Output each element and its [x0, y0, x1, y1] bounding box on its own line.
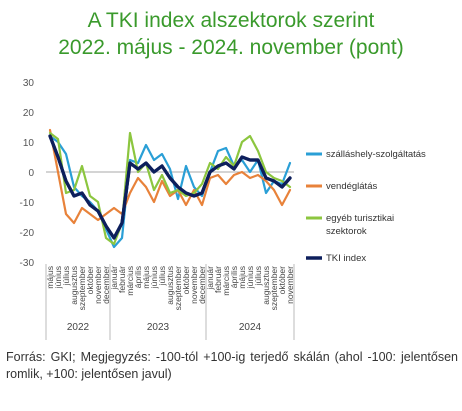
x-tick-label: november	[285, 266, 295, 304]
x-tick-label: április	[229, 266, 239, 288]
x-tick-label: július	[61, 266, 71, 286]
series-line-tki-index	[48, 134, 292, 240]
line-chart: 3020100-10-20-30májusjúniusjúliusauguszt…	[20, 78, 426, 340]
source-footnote: Forrás: GKI; Megjegyzés: -100-tól +100-i…	[6, 350, 458, 381]
y-tick-label: 30	[23, 78, 35, 89]
x-tick-label: július	[157, 266, 167, 286]
y-tick-label: -20	[20, 228, 35, 239]
year-label: 2023	[147, 322, 170, 333]
x-tick-label: október	[181, 266, 191, 295]
y-tick-label: -30	[20, 258, 35, 269]
x-tick-label: február	[213, 266, 223, 293]
x-tick-label: augusztus	[69, 266, 79, 305]
y-tick-label: 20	[23, 108, 35, 119]
x-tick-label: május	[237, 266, 247, 289]
x-tick-label: március	[221, 266, 231, 296]
y-tick-label: -10	[20, 198, 35, 209]
x-tick-label: január	[109, 266, 119, 291]
chart-title-line-2: 2022. május - 2024. november (pont)	[58, 36, 404, 59]
x-tick-label: szeptember	[77, 266, 87, 311]
x-tick-label: július	[253, 266, 263, 286]
x-tick-label: december	[101, 266, 111, 304]
x-tick-label: augusztus	[165, 266, 175, 305]
x-tick-label: augusztus	[261, 266, 271, 305]
legend-label: szektorok	[326, 226, 367, 237]
chart-title-line-1: A TKI index alszektorok szerint	[87, 9, 375, 32]
x-tick-label: szeptember	[173, 266, 183, 311]
legend-label: vendéglátás	[326, 181, 377, 192]
x-tick-label: január	[205, 266, 215, 291]
x-tick-label: június	[53, 266, 63, 289]
series-line	[48, 134, 292, 240]
legend-label: egyéb turisztikai	[326, 213, 394, 224]
x-tick-label: február	[117, 266, 127, 293]
year-label: 2024	[239, 322, 262, 333]
x-tick-label: október	[277, 266, 287, 295]
x-tick-label: október	[85, 266, 95, 295]
x-tick-label: november	[189, 266, 199, 304]
legend-label: szálláshely-szolgáltatás	[326, 149, 426, 160]
x-tick-label: június	[245, 266, 255, 289]
series-line	[48, 128, 292, 225]
x-tick-label: március	[125, 266, 135, 296]
year-label: 2022	[67, 322, 90, 333]
x-tick-label: április	[133, 266, 143, 288]
x-tick-label: december	[197, 266, 207, 304]
series-line	[48, 134, 292, 249]
y-tick-label: 10	[23, 138, 35, 149]
x-tick-label: szeptember	[269, 266, 279, 311]
series-line	[48, 131, 292, 246]
y-tick-label: 0	[28, 168, 34, 179]
x-tick-label: június	[149, 266, 159, 289]
x-tick-label: november	[93, 266, 103, 304]
x-tick-label: május	[45, 266, 55, 289]
x-tick-label: május	[141, 266, 151, 289]
legend-label: TKI index	[326, 253, 366, 264]
